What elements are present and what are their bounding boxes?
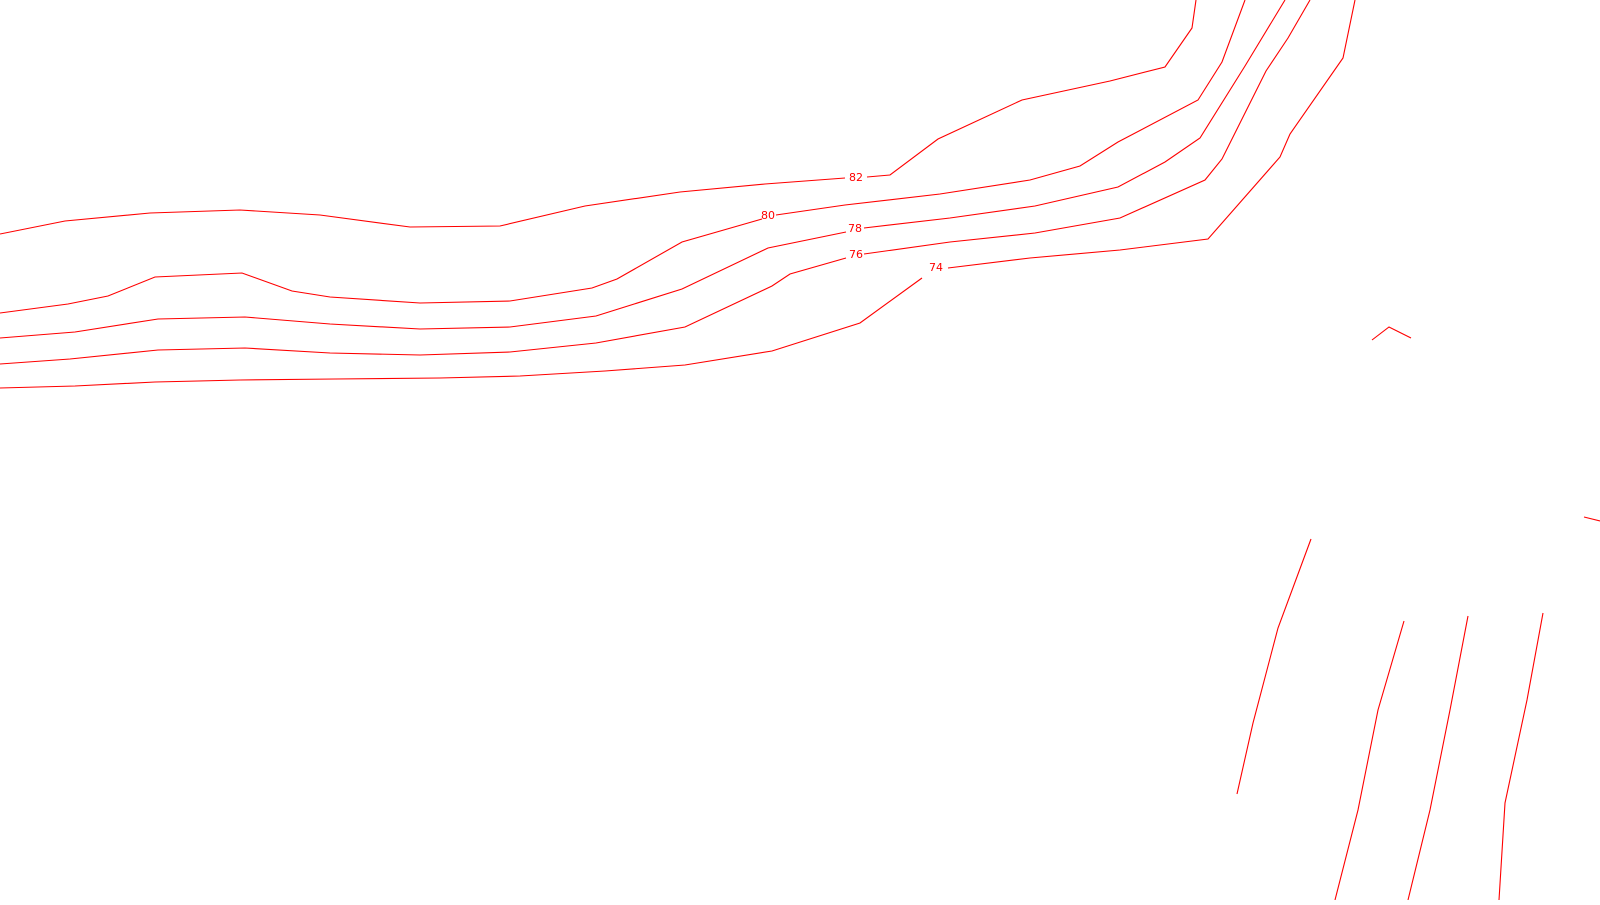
contour-line-82 — [0, 177, 846, 235]
contour-label-80: 80 — [761, 209, 775, 222]
contour-line-74 — [0, 277, 923, 389]
contour-label-82: 82 — [849, 171, 863, 184]
contour-line-80-east — [775, 0, 1246, 216]
contour-line-78-east — [863, 0, 1286, 229]
contour-fragment-se-2 — [1334, 620, 1405, 901]
contour-line-78 — [0, 231, 847, 339]
contour-line-74-east — [947, 0, 1356, 269]
contour-fragment-se-3 — [1407, 615, 1469, 901]
contour-fragment-edge — [1583, 516, 1600, 522]
contour-label-76: 76 — [849, 248, 863, 261]
contour-fragment-peak — [1371, 326, 1412, 341]
contour-fragment-se-1 — [1236, 538, 1312, 795]
contour-fragment-se-4 — [1498, 612, 1544, 901]
contour-label-74: 74 — [929, 261, 943, 274]
contour-line-76 — [0, 257, 847, 365]
contour-line-80 — [0, 218, 763, 314]
contour-line-82-east — [866, 0, 1197, 178]
contour-line-76-east — [863, 0, 1311, 255]
contour-label-78: 78 — [848, 222, 862, 235]
